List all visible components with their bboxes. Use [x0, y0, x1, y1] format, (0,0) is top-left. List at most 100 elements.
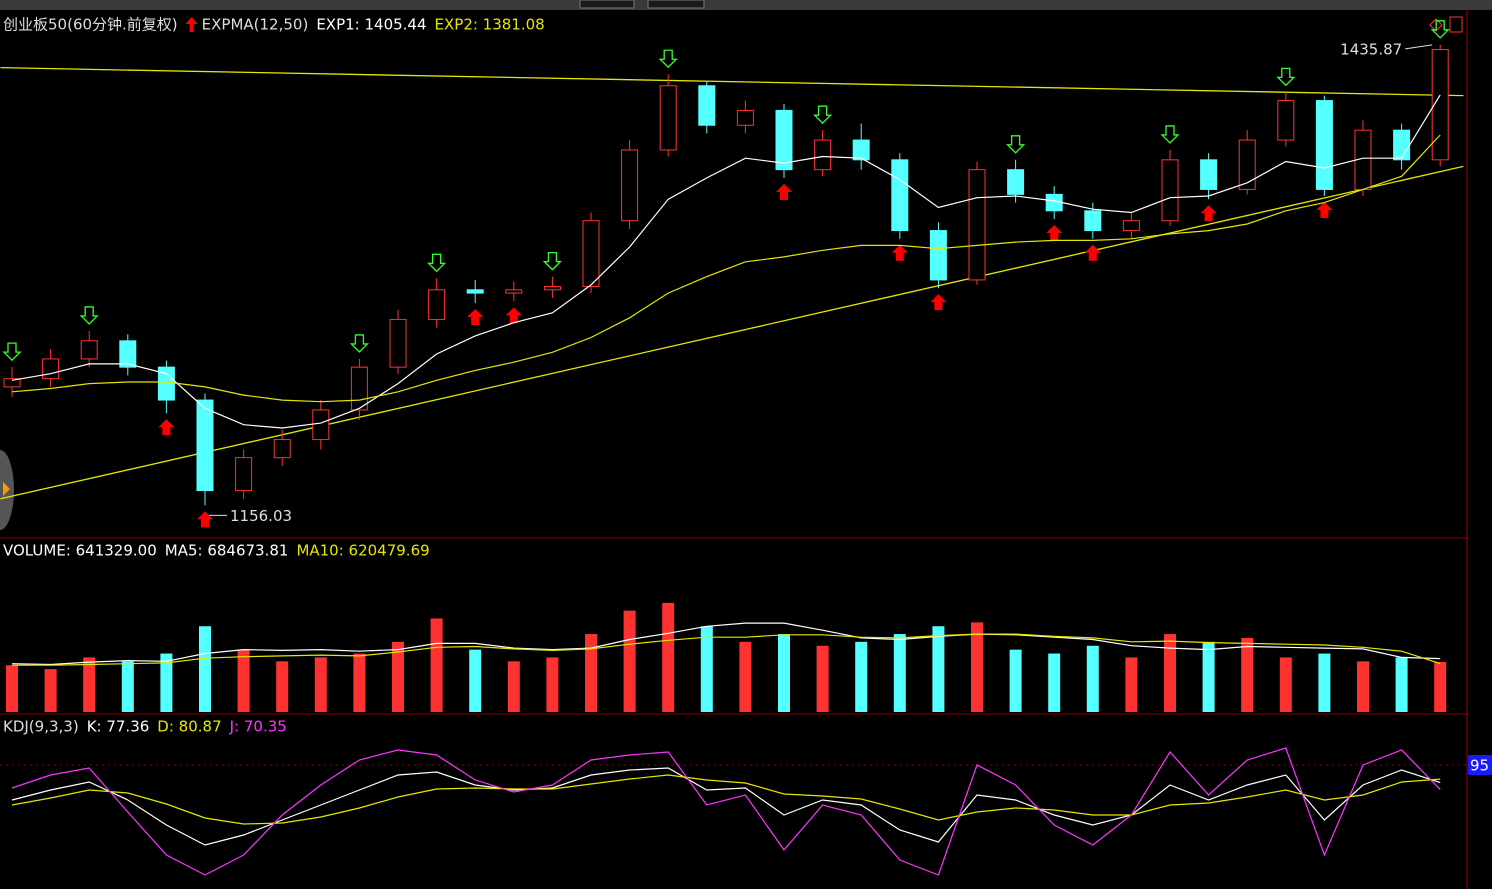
plots: 1435.87 1156.03 创业板50(60分钟.前复权) EXPMA(12,50… [0, 16, 1492, 876]
candle-body [1238, 139, 1256, 190]
toolbar-tab[interactable] [647, 0, 705, 9]
volume-bar [160, 653, 173, 712]
candle-body [119, 340, 137, 368]
trend-line [0, 67, 1464, 97]
candle-body [389, 318, 407, 368]
volume-bar [121, 661, 134, 712]
volume-bar [1009, 649, 1022, 712]
sell-signal [79, 306, 99, 325]
candle-body [1393, 129, 1411, 161]
volume-bar [1241, 637, 1254, 712]
candle-body [1161, 159, 1179, 222]
indicator-label: EXPMA(12,50) [202, 16, 309, 34]
buy-signal [505, 307, 522, 324]
volume-bar [700, 626, 713, 712]
candle-body [621, 149, 639, 222]
volume-bar [6, 665, 18, 712]
volume-bar [739, 641, 752, 712]
sell-signal [1160, 125, 1180, 144]
candle-body [312, 409, 330, 441]
volume-bar [237, 649, 250, 712]
legend-label: MA10: 620479.69 [296, 542, 429, 560]
indicator-line [11, 94, 1441, 429]
volume-bar [971, 622, 983, 712]
candle-body [235, 457, 253, 492]
buy-signal [1316, 202, 1333, 219]
candle-body [582, 220, 600, 288]
volume-bar [855, 641, 868, 712]
sell-signal [542, 251, 562, 271]
buy-signal [1200, 205, 1217, 222]
volume-bar [1164, 634, 1176, 712]
y-tick-box [1468, 755, 1492, 775]
candle-body [1431, 49, 1449, 161]
corner-icon[interactable] [1429, 18, 1443, 32]
sell-signal [658, 49, 678, 69]
legend-label: EXP1: 1405.44 [316, 16, 426, 34]
candle-body [1315, 100, 1333, 190]
volume-bar [314, 657, 327, 712]
candle-body [505, 289, 523, 294]
sell-signal [2, 342, 22, 362]
candle-body [852, 139, 870, 161]
buy-signal [158, 419, 175, 436]
corner-icon[interactable] [1449, 16, 1463, 33]
candle-body [968, 169, 986, 281]
toolbar-strip [0, 0, 1492, 10]
volume-bar [430, 618, 443, 712]
volume-bar [83, 657, 96, 712]
candle-body [929, 230, 947, 281]
legend-label: VOLUME: 641329.00 [3, 542, 157, 560]
candle-body [1084, 210, 1102, 232]
sell-signal [1276, 67, 1296, 87]
buy-signal [891, 244, 908, 261]
candle-body [350, 366, 368, 411]
candle-body [659, 85, 677, 151]
volume-bar [1125, 657, 1138, 712]
volume-bar [893, 634, 906, 712]
indicator-line [12, 633, 1441, 666]
buy-signal [197, 511, 213, 528]
trend-line [0, 165, 1464, 500]
indicator-label: KDJ(9,3,3) [3, 718, 79, 736]
legend-label: EXP2: 1381.08 [435, 16, 545, 34]
toolbar-tab[interactable] [579, 0, 635, 9]
sell-signal [813, 105, 833, 125]
legend-label: D: 80.87 [157, 718, 221, 736]
volume-bar [1086, 645, 1099, 712]
candle-body [80, 340, 98, 360]
legend-label: J: 70.35 [229, 718, 287, 736]
volume-bar [1318, 653, 1331, 712]
buy-signal [1046, 225, 1063, 242]
volume-bar [1357, 661, 1369, 712]
candle-body [698, 85, 716, 126]
volume-bar [276, 661, 289, 712]
signal-icon [185, 17, 198, 32]
indicator-line [11, 134, 1441, 403]
buy-signal [776, 183, 792, 200]
candle-body [775, 109, 793, 171]
annotation-arrow [1405, 44, 1433, 50]
volume-bar [44, 669, 57, 712]
candle-body [736, 109, 754, 126]
low-annotation: 1156.03 [230, 507, 292, 525]
volume-bar [392, 641, 404, 712]
volume-bar [816, 645, 829, 712]
candle-body [814, 139, 832, 171]
volume-bar [1434, 662, 1447, 712]
high-annotation: 1435.87 [1340, 40, 1402, 58]
candle-body [1122, 220, 1140, 232]
volume-bar [353, 653, 366, 712]
side-handle-arrow [3, 482, 10, 496]
candle-body [273, 439, 291, 459]
volume-bar [1395, 657, 1408, 712]
buy-signal [930, 294, 947, 311]
sell-signal [1006, 135, 1026, 154]
volume-bar [1279, 657, 1292, 712]
indicator-line [11, 622, 1441, 666]
sell-signal [349, 334, 369, 353]
legend-label: MA5: 684673.81 [165, 542, 289, 560]
candle-body [42, 358, 60, 380]
candle-body [466, 289, 484, 294]
